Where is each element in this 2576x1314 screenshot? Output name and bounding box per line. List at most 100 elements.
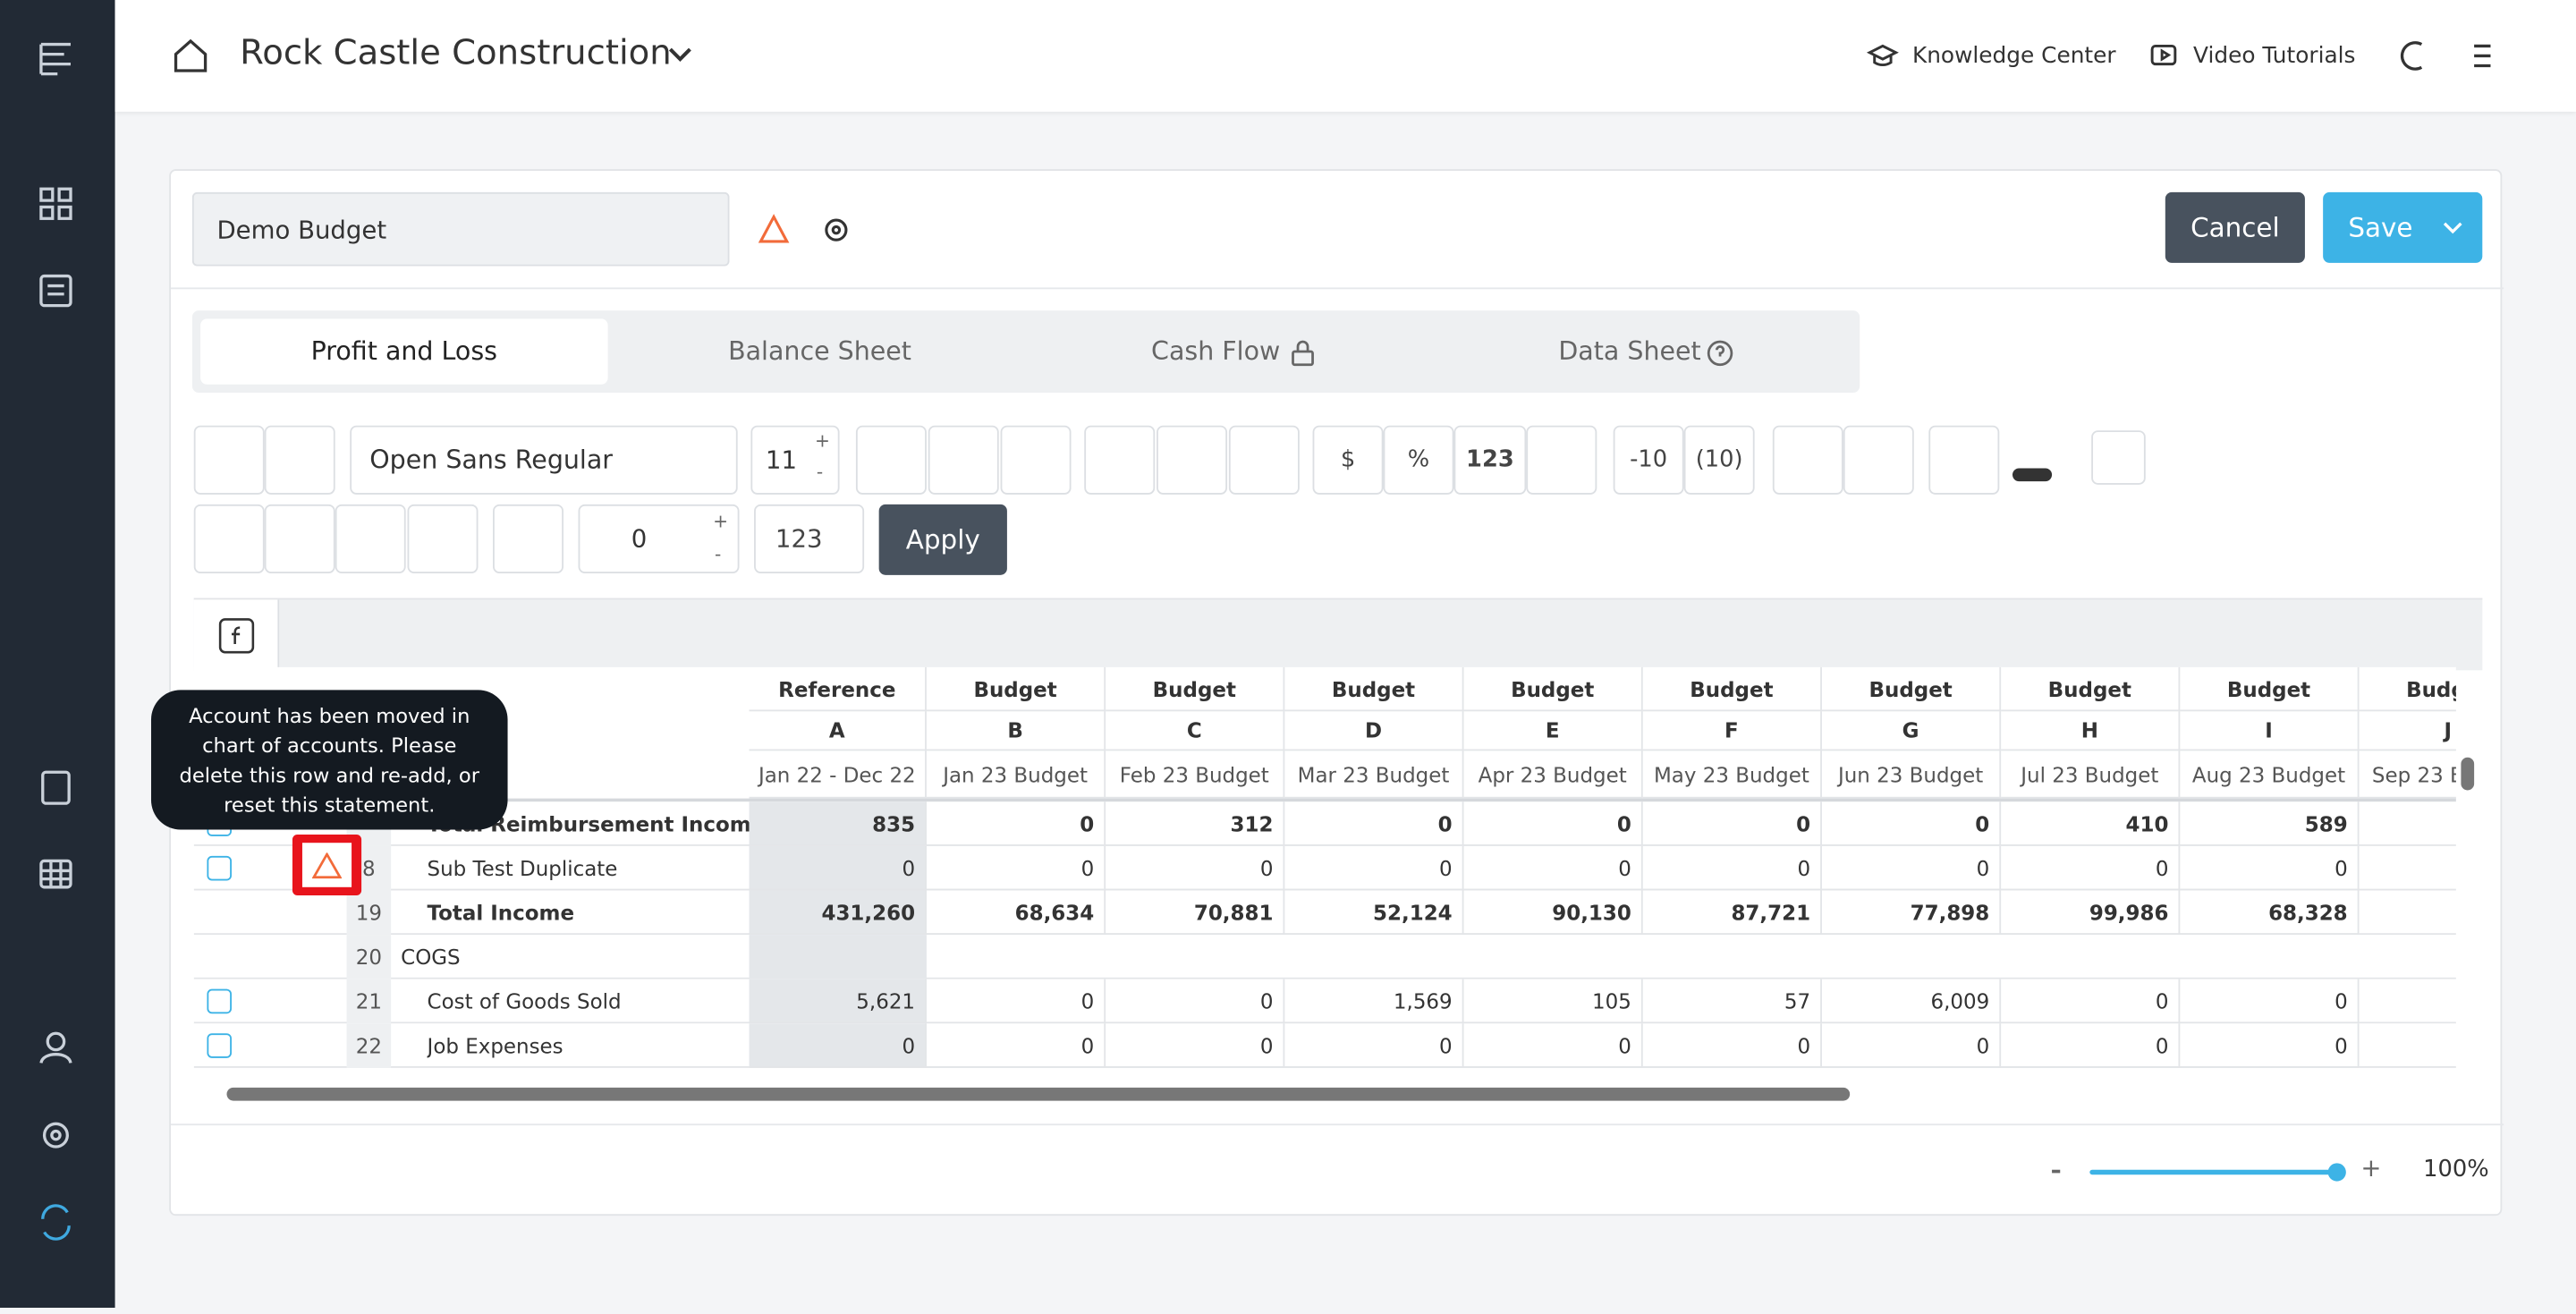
formula-icon[interactable]	[193, 599, 280, 671]
tool-button[interactable]	[1928, 425, 2000, 495]
row-bg	[193, 801, 2456, 846]
tool-button[interactable]	[928, 425, 999, 495]
save-label[interactable]: Save	[2348, 211, 2413, 243]
active-tab-bg	[200, 318, 608, 385]
toolbar: Open Sans Regular 11 + - $% 123 -10 (10) 0 + -123 A…	[171, 171, 2504, 598]
tool-button[interactable]	[855, 425, 927, 495]
font-size[interactable]: 11	[765, 445, 797, 475]
row-bg	[193, 890, 2456, 936]
step-down[interactable]: -	[816, 462, 824, 483]
value-cell: 0	[2001, 845, 2181, 891]
divider	[171, 1123, 2504, 1126]
tool-button[interactable]	[335, 504, 406, 574]
menu-icons[interactable]	[2392, 36, 2491, 75]
budget-icons[interactable]	[758, 214, 856, 247]
link-icons	[1866, 44, 1899, 67]
row-checkbox[interactable]	[207, 1033, 232, 1058]
apply-button[interactable]: Apply	[878, 504, 1007, 575]
value-cell: 0	[2180, 979, 2360, 1024]
column-type: Budget	[1284, 666, 1464, 712]
home-icon[interactable]	[171, 36, 210, 75]
zoom-level: 100%	[2423, 1157, 2489, 1183]
tool-button[interactable]: $	[1312, 425, 1384, 495]
tool-button[interactable]: 123	[1453, 425, 1527, 495]
value-cell: 410	[2001, 801, 2181, 846]
cancel-button[interactable]: Cancel	[2165, 191, 2305, 263]
tool-button[interactable]	[578, 504, 740, 574]
tool-button[interactable]	[193, 425, 265, 495]
tab[interactable]: Profit and Loss	[310, 336, 498, 367]
step-down[interactable]: -	[714, 543, 722, 565]
font-name[interactable]: Open Sans Regular	[369, 445, 614, 475]
value-cell: 431,260	[749, 890, 927, 936]
color-bar[interactable]	[2012, 468, 2053, 482]
tool-button[interactable]: (10)	[1683, 425, 1755, 495]
value-cell: 0	[1821, 845, 2002, 891]
step-up[interactable]: +	[815, 430, 830, 453]
row-checkbox[interactable]	[207, 855, 232, 881]
tool-button[interactable]	[1157, 425, 1228, 495]
h-scroll[interactable]	[194, 1082, 2483, 1106]
tool-button[interactable]	[264, 504, 335, 574]
row-label: Cost of Goods Sold	[427, 988, 622, 1014]
tool-button[interactable]	[1772, 425, 1843, 495]
tool-button[interactable]	[193, 504, 265, 574]
warning-highlight[interactable]	[292, 835, 362, 895]
tool-button[interactable]	[1526, 425, 1597, 495]
row-number-cell	[346, 979, 392, 1024]
value-cell: 0	[2180, 1023, 2360, 1068]
zoom-handle[interactable]	[2327, 1163, 2346, 1182]
chevron[interactable]	[667, 46, 693, 65]
value-cell: 0	[1821, 801, 2002, 846]
tool-button[interactable]: %	[1383, 425, 1454, 495]
row-checkbox[interactable]	[207, 988, 232, 1014]
step-up[interactable]: +	[713, 511, 729, 533]
column-label: Mar 23 Budget	[1284, 750, 1464, 799]
decimals[interactable]: 0	[631, 523, 648, 554]
tool-button[interactable]	[407, 504, 479, 574]
column-label: Jan 22 - Dec 22	[749, 750, 927, 799]
zoom-in[interactable]: +	[2360, 1153, 2382, 1183]
value-cell: 1,569	[1284, 979, 1464, 1024]
save-chevron[interactable]	[2441, 220, 2464, 236]
value-cell: 0	[1642, 1023, 1822, 1068]
value-cell: 835	[749, 801, 927, 846]
video-tutorials[interactable]: Video Tutorials	[2193, 42, 2356, 70]
tool-button[interactable]	[750, 425, 840, 495]
sidebar	[0, 0, 115, 1308]
value-cell: 68,634	[926, 890, 1106, 936]
fill-color[interactable]	[2091, 430, 2146, 485]
budget-name[interactable]: Demo Budget	[191, 191, 730, 267]
tab[interactable]: Data Sheet	[1558, 336, 1701, 367]
tool-button[interactable]	[493, 504, 564, 574]
knowledge-center[interactable]: Knowledge Center	[1911, 42, 2116, 70]
tool-button[interactable]	[1000, 425, 1072, 495]
v-scroll-thumb[interactable]	[2461, 757, 2475, 791]
zoom-slider[interactable]	[2089, 1169, 2336, 1175]
row-bg	[193, 935, 2456, 979]
column-type: Budget	[2001, 666, 2181, 712]
value-cell: 70,881	[1106, 890, 1285, 936]
tool-button[interactable]	[1843, 425, 1914, 495]
company-name[interactable]: Rock Castle Construction	[240, 32, 672, 72]
save-button[interactable]: Save	[2323, 191, 2483, 263]
tool-button[interactable]	[350, 425, 738, 495]
row-number: 22	[355, 1033, 382, 1058]
value-cell: 52,124	[1284, 890, 1464, 936]
zoom-out[interactable]	[2052, 1169, 2061, 1174]
formula-bar	[193, 598, 2483, 671]
v-scroll[interactable]	[2456, 672, 2479, 1066]
tool-button[interactable]: 123	[754, 504, 865, 574]
budget-card: Demo Budget Cancel Save Profit and Loss …	[169, 169, 2504, 1217]
tool-button[interactable]	[264, 425, 335, 495]
scroll-thumb[interactable]	[226, 1087, 1851, 1101]
tool-button[interactable]: -10	[1613, 425, 1684, 495]
column-label: Aug 23 Budget	[2180, 750, 2360, 799]
video-icon	[2150, 44, 2177, 66]
ref-bg	[749, 979, 927, 1024]
tab[interactable]: Cash Flow	[1151, 336, 1281, 367]
tab[interactable]: Balance Sheet	[728, 336, 911, 367]
tool-button[interactable]	[1228, 425, 1300, 495]
tool-button[interactable]	[1084, 425, 1156, 495]
